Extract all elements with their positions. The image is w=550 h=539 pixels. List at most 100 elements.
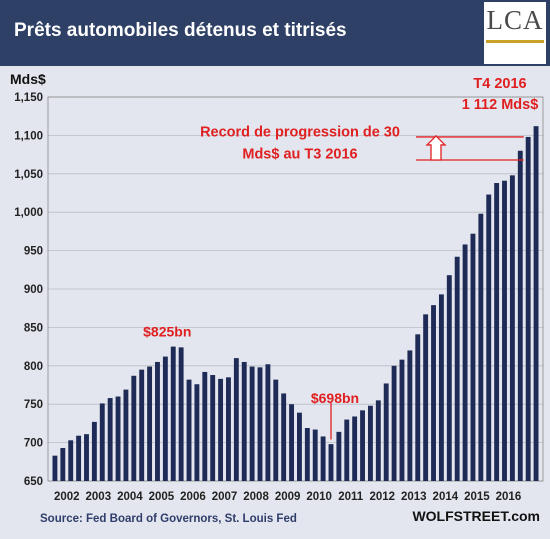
bar xyxy=(155,361,160,481)
plot-area-border xyxy=(47,96,544,482)
x-tick-label: 2007 xyxy=(212,491,238,503)
bar xyxy=(281,393,287,481)
bar xyxy=(438,294,444,481)
bar xyxy=(367,405,373,481)
bar xyxy=(202,371,208,481)
bar xyxy=(407,350,413,481)
bar xyxy=(494,183,500,482)
y-tick-labels: 650 700 750 800 850 900 950 1,000 1,050 1,100 1,15… xyxy=(14,92,43,488)
y-tick-label: 850 xyxy=(24,322,43,334)
x-tick-label: 2013 xyxy=(401,491,427,503)
bar xyxy=(241,361,247,481)
bar xyxy=(375,400,381,481)
annotations: $825bn $698bn Record de progression de 30 M… xyxy=(143,76,538,440)
last-value-label-line2: 1 112 Mds$ xyxy=(462,97,539,113)
peak-annotation: $825bn xyxy=(143,324,191,340)
bar xyxy=(352,416,358,481)
y-tick-label: 700 xyxy=(24,438,43,450)
bar xyxy=(170,346,176,481)
bar xyxy=(478,213,484,481)
bar xyxy=(289,404,295,481)
record-up-arrow xyxy=(425,135,447,161)
x-tick-label: 2003 xyxy=(86,491,112,503)
bar xyxy=(360,410,365,481)
bar xyxy=(194,384,200,481)
logo-rule xyxy=(486,40,544,43)
bar xyxy=(123,389,129,481)
bar xyxy=(60,447,66,481)
bar xyxy=(517,150,523,481)
x-tick-label: 2009 xyxy=(275,491,301,503)
source-note: Source: Fed Board of Governors, St. Loui… xyxy=(40,513,297,525)
bar xyxy=(431,305,436,481)
x-tick-label: 2010 xyxy=(306,491,332,503)
y-tick-label: 750 xyxy=(24,399,43,411)
y-tick-label: 1,150 xyxy=(14,92,43,104)
bar xyxy=(470,233,476,481)
y-tick-label: 1,100 xyxy=(14,130,43,142)
wolfstreet-credit: WOLFSTREET.com xyxy=(412,508,540,524)
bar xyxy=(226,377,231,481)
bar xyxy=(147,366,153,481)
bar xyxy=(296,412,302,481)
bar xyxy=(52,455,58,481)
x-tick-label: 2015 xyxy=(464,491,490,503)
x-tick-label: 2014 xyxy=(433,491,459,503)
bar xyxy=(84,434,89,481)
x-tick-label: 2006 xyxy=(180,491,206,503)
bar xyxy=(415,334,421,481)
bar xyxy=(304,428,310,481)
bar xyxy=(91,421,97,481)
bar xyxy=(454,256,460,481)
bar xyxy=(446,275,452,481)
y-tick-label: 950 xyxy=(24,246,43,258)
bar xyxy=(76,435,82,481)
logo-text: LCA xyxy=(486,5,544,35)
bar xyxy=(462,244,468,481)
bar xyxy=(328,444,334,481)
lca-logo: LCA xyxy=(484,2,546,64)
bar xyxy=(533,126,539,482)
x-tick-label: 2011 xyxy=(338,491,364,503)
bar xyxy=(257,367,263,481)
bar xyxy=(383,383,389,481)
bar xyxy=(320,436,326,481)
bar xyxy=(99,403,105,481)
bar xyxy=(131,375,137,481)
chart-title: Prêts automobiles détenus et titrisés xyxy=(14,20,347,41)
bars xyxy=(52,126,539,482)
bar xyxy=(423,314,429,481)
trough-annotation: $698bn xyxy=(311,390,359,406)
bar xyxy=(68,440,74,481)
x-tick-label: 2012 xyxy=(369,491,395,503)
bar xyxy=(162,356,168,481)
bar xyxy=(139,369,145,481)
bar xyxy=(178,347,184,481)
bar xyxy=(107,398,113,481)
x-tick-label: 2002 xyxy=(54,491,80,503)
y-tick-label: 1,050 xyxy=(14,169,43,181)
bar xyxy=(233,358,239,481)
x-tick-label: 2004 xyxy=(117,491,143,503)
bar xyxy=(486,194,492,481)
y-tick-label: 800 xyxy=(24,361,43,373)
bar xyxy=(186,379,192,481)
x-tick-labels: 2002 2003 2004 2005 2006 2007 2008 2009 2010 2011… xyxy=(54,491,521,503)
bar xyxy=(344,419,350,481)
bar xyxy=(265,364,271,481)
bar xyxy=(391,365,397,481)
header-bar: Prêts automobiles détenus et titrisés LC… xyxy=(0,0,550,66)
bar xyxy=(273,379,279,481)
bar xyxy=(525,136,531,481)
bar xyxy=(502,180,507,481)
bar xyxy=(399,359,405,481)
bar xyxy=(509,175,515,481)
bar xyxy=(336,431,342,481)
x-tick-label: 2016 xyxy=(496,491,522,503)
bar xyxy=(312,429,318,481)
record-annotation-line1: Record de progression de 30 xyxy=(200,124,400,140)
y-tick-label: 650 xyxy=(24,476,43,488)
bar xyxy=(249,366,255,481)
